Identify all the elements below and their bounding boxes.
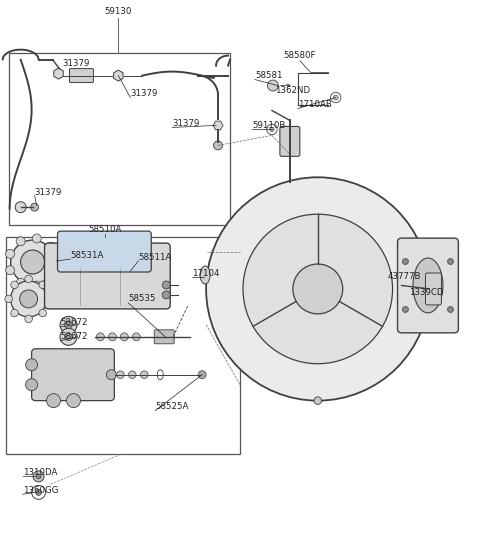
Circle shape — [11, 240, 55, 284]
Circle shape — [47, 273, 55, 282]
Text: 17104: 17104 — [192, 269, 220, 277]
Circle shape — [198, 371, 206, 379]
Circle shape — [314, 397, 322, 404]
Circle shape — [25, 315, 33, 323]
Circle shape — [39, 309, 47, 317]
Circle shape — [447, 306, 454, 312]
Circle shape — [25, 275, 33, 283]
Circle shape — [6, 249, 14, 258]
FancyBboxPatch shape — [70, 68, 94, 83]
Circle shape — [402, 306, 408, 312]
Circle shape — [11, 309, 18, 317]
Text: 1362ND: 1362ND — [275, 86, 310, 95]
Circle shape — [447, 259, 454, 265]
Text: 58525A: 58525A — [155, 402, 189, 411]
Text: 58511A: 58511A — [138, 253, 172, 261]
Text: 58531A: 58531A — [71, 251, 104, 260]
Circle shape — [267, 80, 278, 91]
Text: 59110B: 59110B — [252, 121, 285, 130]
Circle shape — [60, 328, 77, 345]
Circle shape — [60, 316, 77, 333]
Text: 58672: 58672 — [60, 333, 88, 341]
Text: 59130: 59130 — [105, 7, 132, 16]
Circle shape — [214, 141, 223, 150]
Circle shape — [32, 281, 41, 290]
Circle shape — [120, 333, 128, 341]
Circle shape — [333, 95, 338, 100]
Circle shape — [36, 490, 42, 496]
Circle shape — [15, 202, 26, 213]
Circle shape — [16, 237, 25, 246]
Text: 58581: 58581 — [255, 71, 282, 80]
Circle shape — [402, 259, 408, 265]
Circle shape — [16, 278, 25, 287]
Text: 1339CD: 1339CD — [409, 288, 444, 298]
Circle shape — [270, 127, 274, 132]
Circle shape — [129, 371, 136, 379]
Circle shape — [6, 266, 14, 275]
Circle shape — [5, 295, 12, 302]
Circle shape — [33, 471, 44, 482]
Circle shape — [293, 264, 343, 314]
FancyBboxPatch shape — [58, 231, 151, 272]
Circle shape — [36, 474, 41, 479]
Text: 31379: 31379 — [172, 119, 200, 128]
Circle shape — [243, 214, 393, 364]
Text: 58510A: 58510A — [89, 225, 122, 234]
FancyBboxPatch shape — [45, 243, 170, 309]
FancyBboxPatch shape — [280, 126, 300, 156]
Text: 31379: 31379 — [130, 89, 158, 98]
Text: 58672: 58672 — [60, 318, 88, 327]
Text: 1360GG: 1360GG — [23, 486, 58, 495]
FancyBboxPatch shape — [154, 330, 174, 344]
FancyArrowPatch shape — [281, 84, 290, 87]
Circle shape — [52, 258, 61, 266]
Circle shape — [96, 333, 104, 341]
Text: 58535: 58535 — [128, 294, 156, 304]
Circle shape — [117, 371, 124, 379]
Circle shape — [47, 394, 60, 408]
Circle shape — [11, 281, 18, 289]
Circle shape — [39, 281, 47, 289]
Circle shape — [107, 370, 116, 380]
Circle shape — [206, 177, 430, 400]
FancyBboxPatch shape — [32, 349, 114, 400]
Circle shape — [11, 281, 47, 317]
Circle shape — [47, 242, 55, 251]
FancyBboxPatch shape — [397, 238, 458, 333]
Circle shape — [65, 333, 72, 341]
Circle shape — [25, 359, 37, 371]
Circle shape — [31, 203, 38, 211]
Text: 31379: 31379 — [62, 59, 90, 68]
Text: 31379: 31379 — [35, 188, 62, 197]
Circle shape — [20, 290, 37, 308]
Circle shape — [162, 281, 170, 289]
Circle shape — [132, 333, 140, 341]
Circle shape — [108, 333, 116, 341]
Circle shape — [141, 371, 148, 379]
Text: 1710AB: 1710AB — [298, 100, 332, 109]
FancyBboxPatch shape — [425, 273, 442, 305]
Circle shape — [162, 291, 170, 299]
Ellipse shape — [200, 266, 210, 284]
Text: 1310DA: 1310DA — [23, 468, 57, 477]
Circle shape — [25, 379, 37, 391]
Ellipse shape — [413, 258, 443, 313]
Circle shape — [32, 234, 41, 243]
Text: 43777B: 43777B — [387, 272, 421, 282]
Circle shape — [45, 295, 52, 302]
Bar — [9, 53, 230, 225]
Circle shape — [21, 250, 45, 274]
Bar — [6, 237, 240, 455]
Circle shape — [65, 321, 72, 329]
Circle shape — [67, 394, 81, 408]
Text: 58580F: 58580F — [284, 51, 316, 60]
